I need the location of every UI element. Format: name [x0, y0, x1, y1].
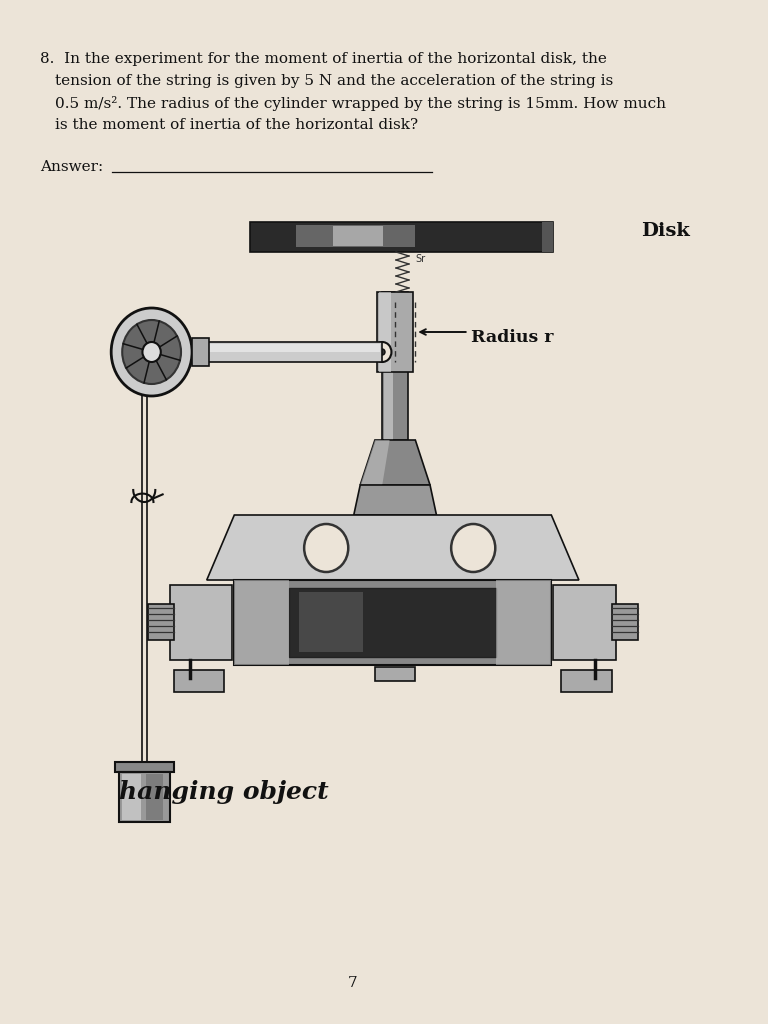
Polygon shape	[207, 515, 579, 580]
Bar	[174, 670, 224, 692]
Text: 8.  In the experiment for the moment of inertia of the horizontal disk, the: 8. In the experiment for the moment of i…	[41, 52, 607, 66]
Text: hanging object: hanging object	[120, 780, 329, 804]
Bar	[553, 585, 616, 660]
Polygon shape	[360, 440, 430, 485]
Bar	[194, 344, 380, 352]
Bar	[170, 585, 233, 660]
Bar	[375, 667, 415, 681]
Circle shape	[111, 308, 192, 396]
Bar	[561, 670, 612, 692]
Bar	[122, 774, 141, 820]
Bar	[377, 292, 413, 372]
Bar	[234, 580, 290, 665]
Bar	[250, 222, 553, 252]
Bar	[542, 222, 553, 252]
Circle shape	[304, 524, 348, 572]
Bar	[299, 592, 363, 652]
Text: Answer:: Answer:	[41, 160, 104, 174]
Circle shape	[142, 342, 161, 362]
Bar	[382, 292, 408, 440]
Text: Radius r: Radius r	[472, 329, 554, 346]
Bar	[118, 772, 170, 822]
Text: is the moment of inertia of the horizontal disk?: is the moment of inertia of the horizont…	[55, 118, 419, 132]
Bar	[379, 292, 392, 372]
Bar	[192, 342, 382, 362]
Polygon shape	[354, 485, 436, 515]
Text: tension of the string is given by 5 N and the acceleration of the string is: tension of the string is given by 5 N an…	[55, 74, 614, 88]
Circle shape	[122, 319, 181, 384]
Bar	[612, 604, 637, 640]
Text: Sr: Sr	[415, 254, 425, 264]
Bar	[192, 338, 209, 366]
Circle shape	[373, 342, 392, 362]
Bar	[296, 225, 415, 247]
Bar	[290, 588, 496, 657]
Text: Disk: Disk	[641, 222, 690, 240]
Bar	[234, 580, 551, 665]
Bar	[115, 762, 174, 772]
Bar	[384, 292, 393, 440]
Circle shape	[451, 524, 495, 572]
Bar	[146, 774, 163, 820]
Polygon shape	[360, 440, 389, 485]
Text: 7: 7	[348, 976, 358, 990]
Bar	[333, 226, 383, 246]
Circle shape	[379, 349, 385, 355]
Text: 0.5 m/s². The radius of the cylinder wrapped by the string is 15mm. How much: 0.5 m/s². The radius of the cylinder wra…	[55, 96, 666, 111]
Bar	[496, 580, 551, 665]
Bar	[148, 604, 174, 640]
